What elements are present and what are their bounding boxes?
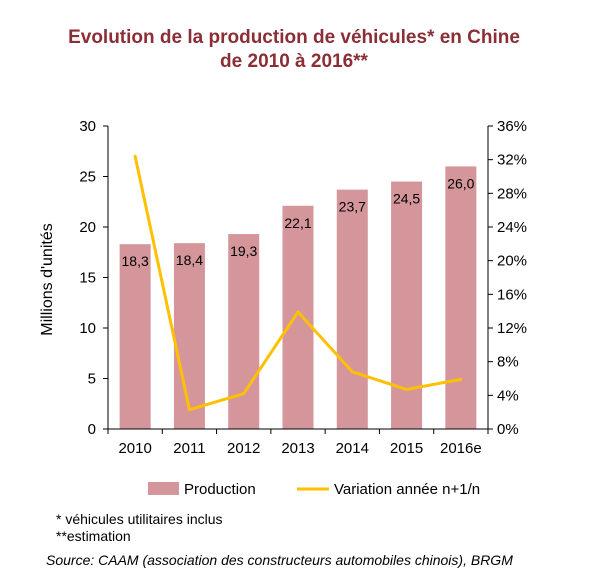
y-right-tick-label-28pct: 28% xyxy=(497,185,527,202)
y-right-tick-label-4pct: 4% xyxy=(497,387,519,404)
bar-2016e xyxy=(445,166,477,429)
y-right-tick-label-20pct: 20% xyxy=(497,253,527,270)
bar-2015 xyxy=(391,181,423,429)
y-right-tick-label-16pct: 16% xyxy=(497,286,527,303)
chart-title: Evolution de la production de véhicules*… xyxy=(0,26,588,74)
variation-point-2013 xyxy=(296,310,300,314)
footnote-utility-vehicles: * véhicules utilitaires inclus xyxy=(56,511,223,527)
legend-production-swatch xyxy=(148,482,179,495)
y-left-tick-label-0: 0 xyxy=(88,421,96,438)
footnote-estimation: **estimation xyxy=(56,528,131,544)
bar-2013 xyxy=(282,205,314,429)
bar-2012 xyxy=(228,234,260,429)
y-right-tick-label-32pct: 32% xyxy=(497,152,527,169)
x-tick-label-2014: 2014 xyxy=(336,440,369,457)
x-tick-label-2015: 2015 xyxy=(390,440,423,457)
chart-title-line2: de 2010 à 2016** xyxy=(220,51,368,72)
y-left-tick-label-10: 10 xyxy=(79,320,96,337)
variation-point-2016e xyxy=(459,377,463,381)
variation-point-2012 xyxy=(242,392,246,396)
bar-2014 xyxy=(336,189,368,429)
chart-title-line1: Evolution de la production de véhicules*… xyxy=(68,27,520,48)
bar-label-2010: 18,3 xyxy=(122,253,149,269)
y-right-tick-label-36pct: 36% xyxy=(497,118,527,135)
y-left-tick-label-20: 20 xyxy=(79,219,96,236)
legend-variation-label: Variation année n+1/n xyxy=(334,481,480,498)
y-left-tick-label-15: 15 xyxy=(79,270,96,287)
x-tick-label-2011: 2011 xyxy=(173,440,205,457)
y-right-tick-label-24pct: 24% xyxy=(497,219,527,236)
variation-point-2010 xyxy=(133,154,137,158)
x-tick-label-2016e: 2016e xyxy=(440,440,482,457)
bar-label-2014: 23,7 xyxy=(339,199,366,215)
x-tick-label-2013: 2013 xyxy=(281,440,314,457)
source-note: Source: CAAM (association des constructe… xyxy=(46,552,513,568)
y-left-tick-label-30: 30 xyxy=(79,118,96,135)
y-right-tick-label-12pct: 12% xyxy=(497,320,527,337)
x-tick-label-2012: 2012 xyxy=(227,440,260,457)
y-left-tick-label-5: 5 xyxy=(88,371,96,388)
variation-point-2011 xyxy=(187,408,191,412)
y-axis-title: Millions d'unités xyxy=(39,223,56,335)
bar-2010 xyxy=(119,244,151,429)
variation-point-2014 xyxy=(350,370,354,374)
bar-label-2013: 22,1 xyxy=(284,215,311,231)
legend-production-label: Production xyxy=(184,481,256,498)
y-right-tick-label-0pct: 0% xyxy=(497,421,519,438)
bar-label-2012: 19,3 xyxy=(230,243,257,259)
variation-point-2015 xyxy=(405,387,409,391)
y-right-tick-label-8pct: 8% xyxy=(497,354,519,371)
bar-label-2016e: 26,0 xyxy=(447,175,474,191)
y-left-tick-label-25: 25 xyxy=(79,169,96,186)
bar-label-2015: 24,5 xyxy=(393,191,420,207)
x-tick-label-2010: 2010 xyxy=(118,440,151,457)
bar-label-2011: 18,4 xyxy=(176,252,203,268)
bar-2011 xyxy=(173,243,205,429)
